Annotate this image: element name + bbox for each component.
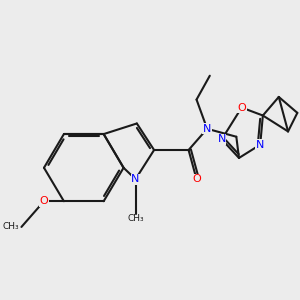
Text: CH₃: CH₃ (2, 222, 19, 231)
Text: N: N (131, 174, 140, 184)
Text: O: O (40, 196, 48, 206)
Text: O: O (237, 103, 246, 112)
Text: N: N (218, 134, 226, 144)
Text: O: O (192, 174, 201, 184)
Text: N: N (203, 124, 211, 134)
Text: N: N (256, 140, 264, 150)
Text: CH₃: CH₃ (127, 214, 144, 223)
